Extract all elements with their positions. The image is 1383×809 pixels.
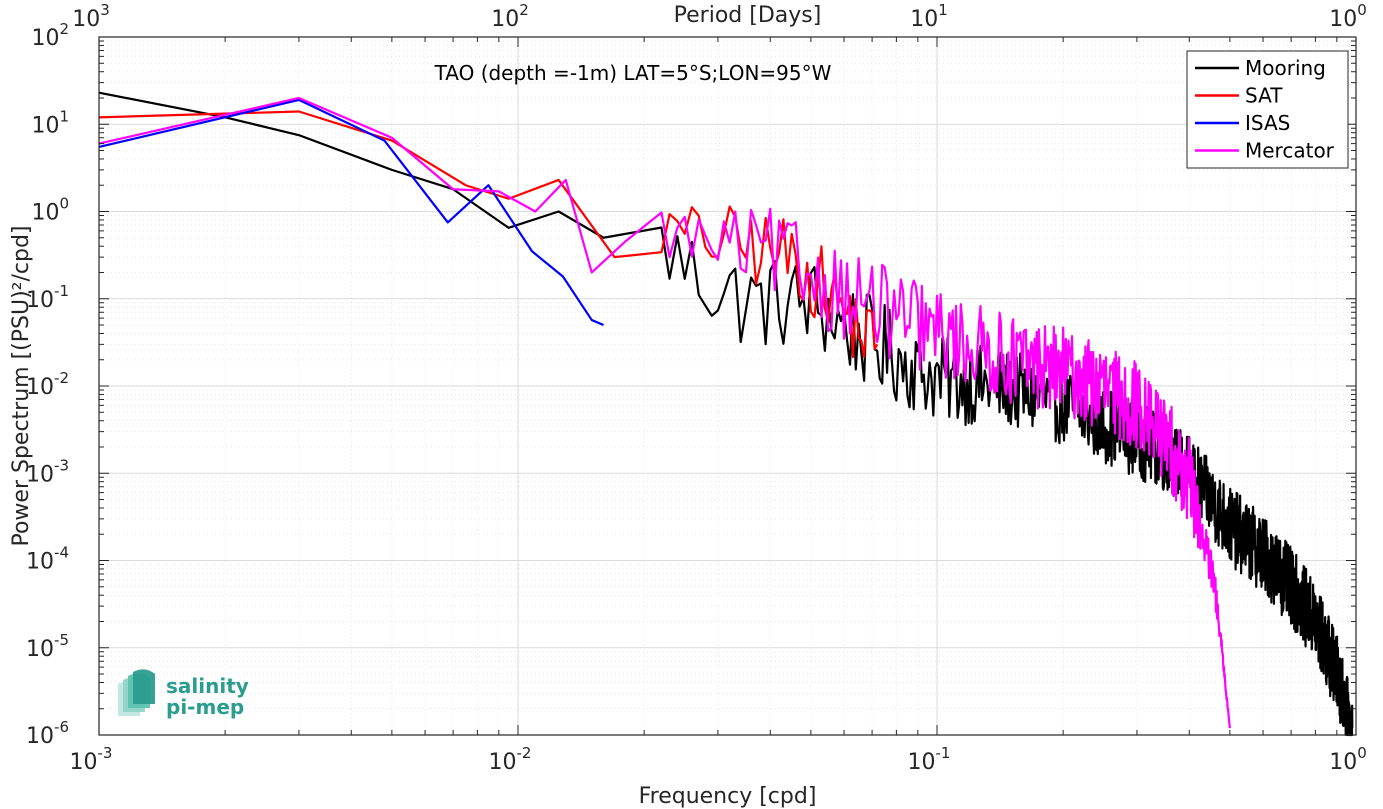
y-tick-label: 102 (31, 20, 69, 51)
legend-box (1186, 50, 1349, 169)
x-tick-label: 100 (1329, 744, 1367, 775)
y-tick-label: 101 (31, 107, 69, 138)
y-tick-label: 10-3 (26, 456, 69, 487)
x-tick-label: 10-2 (489, 744, 532, 775)
logo-text-line1: salinity (166, 674, 249, 698)
y-tick-label: 10-4 (26, 544, 69, 575)
logo-text-line2: pi-mep (166, 695, 244, 719)
y-tick-label: 100 (31, 195, 69, 226)
legend-label-isas: ISAS (1245, 111, 1290, 135)
y-tick-label: 10-2 (26, 369, 69, 400)
x2-tick-label: 101 (910, 1, 948, 32)
salinity-pi-mep-logo: salinity pi-mep (118, 669, 249, 719)
legend-label-sat: SAT (1245, 84, 1283, 108)
legend-label-mooring: Mooring (1245, 56, 1326, 80)
y-tick-label: 10-6 (26, 718, 69, 749)
x-axis-label: Frequency [cpd] (639, 784, 817, 809)
x2-tick-label: 102 (491, 1, 529, 32)
y-tick-label: 10-5 (26, 631, 69, 662)
top-axis-label: Period [Days] (674, 3, 822, 28)
legend-label-mercator: Mercator (1245, 139, 1335, 163)
legend: Mooring SAT ISAS Mercator (1186, 50, 1349, 169)
logo-wave-icon (118, 669, 155, 716)
x-tick-label: 10-3 (70, 744, 113, 775)
y-axis-label: Power Spectrum [(PSU)²/cpd] (9, 225, 34, 546)
x2-tick-label: 100 (1329, 1, 1367, 32)
plot-title: TAO (depth =-1m) LAT=5°S;LON=95°W (434, 61, 832, 85)
logo-wave-layer (133, 669, 155, 704)
tick-marks (98, 37, 1356, 736)
series-line-isas (98, 98, 604, 327)
y-tick-label: 10-1 (26, 282, 69, 313)
x-tick-label: 10-1 (908, 744, 951, 775)
series-line-mercator (98, 96, 1231, 729)
series-layer (98, 91, 1354, 737)
x2-tick-label: 103 (72, 1, 110, 32)
